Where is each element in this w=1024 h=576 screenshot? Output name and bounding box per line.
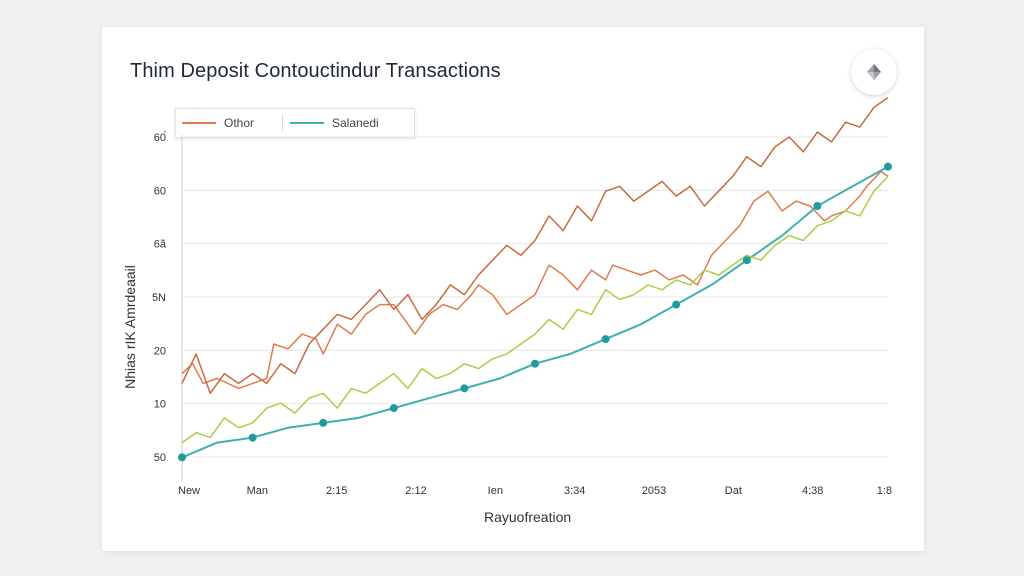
x-tick-label: 2:12 <box>405 485 426 497</box>
y-tick-label: 10 <box>154 399 166 411</box>
legend-swatch <box>290 122 324 124</box>
x-tick-label: 4:38 <box>802 485 823 497</box>
x-tick-label: 3:34 <box>564 485 585 497</box>
y-tick-label: 6ã <box>154 239 167 251</box>
data-point[interactable] <box>531 359 539 368</box>
x-tick-label: 2053 <box>642 485 666 497</box>
series-line-2 <box>181 175 889 444</box>
legend-divider <box>282 114 283 132</box>
chart-card: Thim Deposit Contouctindur Transactions … <box>102 27 924 551</box>
legend-item-othor[interactable]: Othor <box>182 109 254 137</box>
x-tick-label: Man <box>247 485 268 497</box>
x-tick-label: New <box>178 485 200 497</box>
y-tick-label: 50 <box>154 452 166 464</box>
data-point[interactable] <box>248 433 257 442</box>
data-point[interactable] <box>813 202 822 210</box>
data-point[interactable] <box>178 453 186 462</box>
y-tick-label: 60́ <box>154 131 166 144</box>
y-tick-label: 5N <box>152 292 166 304</box>
legend-swatch <box>182 122 216 124</box>
y-tick-label: 60 <box>154 185 166 197</box>
diamond-icon <box>867 64 881 80</box>
data-point[interactable] <box>389 404 398 413</box>
data-point[interactable] <box>319 418 328 427</box>
series-line-0 <box>181 170 889 390</box>
chart-title: Thim Deposit Contouctindur Transactions <box>130 60 501 82</box>
legend-label: Othor <box>224 116 255 130</box>
data-point[interactable] <box>884 162 892 171</box>
data-point[interactable] <box>460 384 469 393</box>
y-tick-label: 20 <box>154 345 166 357</box>
legend-label: Salanedi <box>332 116 379 130</box>
x-tick-label: 1:8 <box>877 485 892 497</box>
x-axis-title: Rayuofreation <box>484 509 572 525</box>
x-tick-label: 2:15 <box>326 485 347 497</box>
data-point[interactable] <box>601 335 610 344</box>
chart-plot-area: 60́ 60 6ã 5N 20 10 50 New Man 2:15 2:12 Ien 3:34 2053… <box>152 96 892 497</box>
x-tick-label: Ien <box>488 485 503 497</box>
options-button[interactable] <box>851 49 897 95</box>
series-line-3 <box>181 96 889 395</box>
data-point[interactable] <box>672 300 681 309</box>
x-tick-label: Dat <box>725 485 742 497</box>
legend-item-salanedi[interactable]: Salanedi <box>290 109 379 137</box>
data-point[interactable] <box>742 256 751 265</box>
